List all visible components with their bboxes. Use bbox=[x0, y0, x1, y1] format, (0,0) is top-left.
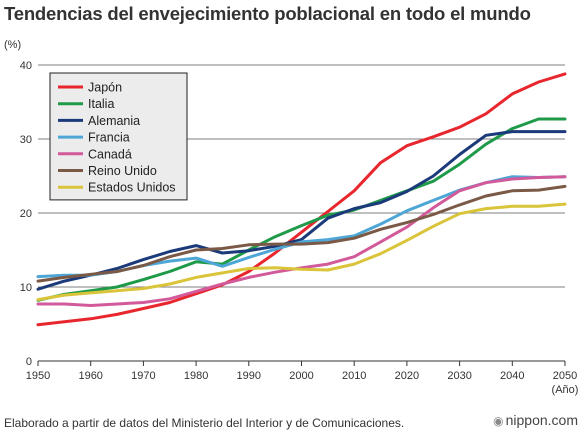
y-tick-label: 10 bbox=[20, 282, 32, 294]
legend-label: Reino Unido bbox=[88, 164, 157, 178]
y-tick-label: 0 bbox=[26, 356, 32, 368]
series-line-reino-unido bbox=[36, 184, 567, 283]
x-tick-label: 1970 bbox=[131, 370, 155, 382]
x-tick-label: 1960 bbox=[78, 370, 102, 382]
series-line-estados-unidos bbox=[36, 202, 567, 302]
x-tick-label: 2000 bbox=[289, 370, 313, 382]
legend-label: Estados Unidos bbox=[88, 181, 176, 195]
legend-label: Francia bbox=[88, 131, 130, 145]
x-tick-label: 2030 bbox=[447, 370, 471, 382]
brand-name: nippon.com bbox=[505, 412, 578, 428]
legend-label: Canadá bbox=[88, 147, 132, 161]
x-tick-label: 1980 bbox=[184, 370, 208, 382]
y-tick-label: 20 bbox=[20, 208, 32, 220]
brand-mark-icon: ◉ bbox=[493, 414, 504, 428]
series-line-alemania bbox=[36, 130, 567, 291]
legend-label: Italia bbox=[88, 97, 114, 111]
series-line-japón bbox=[36, 72, 567, 327]
series-line-italia bbox=[36, 117, 567, 302]
x-tick-label: 2020 bbox=[395, 370, 419, 382]
x-tick-label: 2010 bbox=[342, 370, 366, 382]
x-tick-label: 1950 bbox=[26, 370, 50, 382]
source-note: Elaborado a partir de datos del Minister… bbox=[4, 416, 405, 430]
y-tick-label: 30 bbox=[20, 134, 32, 146]
y-axis-unit-label: (%) bbox=[4, 39, 21, 51]
x-tick-label: 2050 bbox=[553, 370, 577, 382]
legend: Japón Italia Alemania Francia Canadá Reino Un… bbox=[49, 72, 188, 201]
legend-label: Alemania bbox=[88, 114, 140, 128]
chart-title: Tendencias del envejecimiento poblaciona… bbox=[4, 3, 531, 24]
x-axis-unit-label: (Año) bbox=[552, 384, 579, 396]
brand-logo: ◉ nippon.com bbox=[493, 412, 578, 428]
legend-label: Japón bbox=[88, 81, 122, 95]
series-lines bbox=[36, 72, 567, 327]
y-tick-label: 40 bbox=[20, 60, 32, 72]
x-tick-label: 1990 bbox=[237, 370, 261, 382]
x-tick-label: 2040 bbox=[500, 370, 524, 382]
